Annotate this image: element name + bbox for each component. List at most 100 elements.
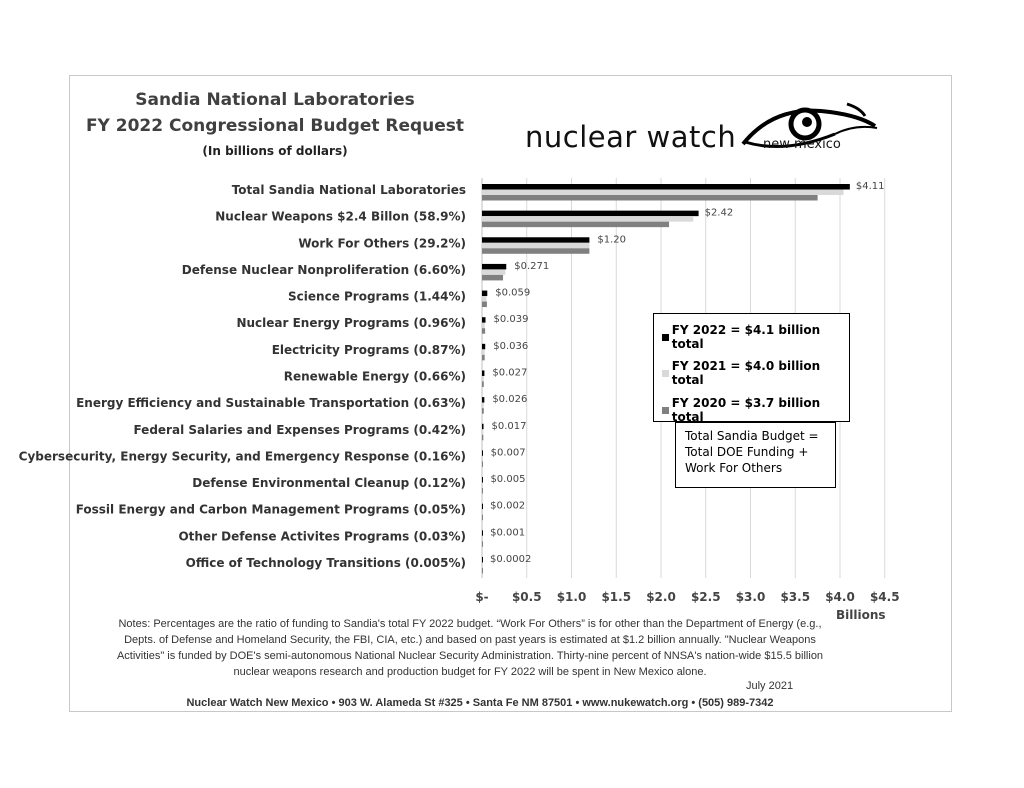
chart-subtitle: (In billions of dollars) — [202, 144, 348, 158]
legend-swatch — [662, 369, 669, 377]
category-label: Total Sandia National Laboratories — [232, 183, 466, 197]
bar-fy2021 — [482, 296, 487, 302]
data-label: $1.20 — [597, 234, 626, 245]
data-label: $0.002 — [490, 501, 525, 512]
bar-fy2022 — [482, 237, 590, 243]
bar-fy2020 — [482, 301, 487, 308]
bar-fy2021 — [482, 322, 485, 329]
bar-fy2020 — [482, 541, 483, 547]
data-label: $4.11 — [856, 181, 885, 192]
bar-fy2020 — [482, 434, 484, 441]
chart-title-line1: Sandia National Laboratories — [135, 90, 415, 110]
x-tick-label: $0.5 — [512, 590, 542, 604]
bar-fy2020 — [482, 328, 486, 334]
bar-fy2022 — [482, 184, 850, 190]
bar-fy2021 — [482, 509, 483, 515]
bar-fy2022 — [482, 477, 483, 483]
data-label: $0.0002 — [490, 554, 531, 565]
category-label: Cybersecurity, Energy Security, and Emer… — [19, 449, 466, 463]
bar-fy2022 — [482, 503, 483, 510]
x-tick-label: $1.5 — [601, 590, 631, 604]
bar-fy2021 — [482, 429, 484, 435]
bar-fy2021 — [482, 242, 590, 249]
bar-fy2020 — [482, 461, 483, 467]
eye-icon — [741, 102, 878, 148]
bar-fy2022 — [482, 263, 507, 270]
bar-fy2022 — [482, 317, 486, 323]
category-label: Defense Environmental Cleanup (0.12%) — [192, 476, 466, 490]
x-tick-label: $2.5 — [691, 590, 721, 604]
data-label: $0.039 — [493, 314, 528, 325]
bar-fy2021 — [482, 402, 484, 409]
bar-fy2022 — [482, 290, 488, 297]
bar-fy2020 — [482, 274, 504, 281]
data-label: $0.005 — [490, 474, 525, 485]
bar-fy2021 — [482, 482, 483, 489]
x-axis-label: Billions — [836, 608, 886, 622]
bar-fy2022 — [482, 423, 484, 430]
x-tick-label: $1.0 — [557, 590, 587, 604]
logo-subtext: new mexico — [763, 137, 841, 152]
textbox-line: Total DOE Funding + — [685, 445, 809, 459]
bar-fy2020 — [482, 248, 590, 254]
legend-item-fy2022: FY 2022 = $4.1 billion total — [662, 323, 849, 351]
bar-fy2021 — [482, 375, 484, 382]
category-label: Nuclear Weapons $2.4 Billon (58.9%) — [215, 210, 466, 224]
chart-frame — [69, 75, 952, 712]
notes: Notes: Percentages are the ratio of fund… — [116, 618, 824, 678]
bar-fy2020 — [482, 408, 484, 414]
category-label: Work For Others (29.2%) — [298, 236, 466, 250]
data-label: $0.007 — [491, 447, 526, 458]
category-label: Fossil Energy and Carbon Management Prog… — [76, 503, 466, 517]
category-label: Nuclear Energy Programs (0.96%) — [236, 316, 466, 330]
data-label: $0.036 — [493, 341, 528, 352]
bar-fy2021 — [482, 455, 483, 462]
bar-fy2022 — [482, 210, 699, 217]
bar-fy2020 — [482, 514, 483, 521]
chart-title-line2: FY 2022 Congressional Budget Request — [85, 116, 465, 136]
bar-fy2020 — [482, 381, 484, 387]
x-tick-label: $3.5 — [780, 590, 810, 604]
category-label: Renewable Energy (0.66%) — [284, 369, 466, 383]
x-tick-label: $4.0 — [825, 590, 855, 604]
data-label: $0.026 — [492, 394, 527, 405]
data-label: $0.271 — [514, 261, 549, 272]
data-label: $0.059 — [495, 288, 530, 299]
legend-label: FY 2021 = $4.0 billion total — [671, 359, 821, 387]
bar-fy2021 — [482, 216, 694, 222]
bar-fy2022 — [482, 343, 486, 350]
x-tick-label: $3.0 — [736, 590, 766, 604]
data-label: $2.42 — [705, 208, 734, 219]
category-label: Science Programs (1.44%) — [288, 290, 466, 304]
bar-fy2021 — [482, 189, 844, 195]
bar-fy2020 — [482, 221, 670, 228]
budget-explanation-box: Total Sandia Budget = Total DOE Funding … — [675, 422, 836, 488]
legend-item-fy2021: FY 2021 = $4.0 billion total — [662, 359, 849, 387]
bar-fy2021 — [482, 269, 506, 275]
legend-label: FY 2020 = $3.7 billion total — [671, 396, 821, 424]
category-label: Office of Technology Transitions (0.005%… — [186, 556, 466, 570]
x-tick-label: $2.0 — [646, 590, 676, 604]
x-tick-label: $- — [475, 590, 488, 604]
data-label: $0.001 — [490, 527, 525, 538]
x-tick-label: $4.5 — [870, 590, 900, 604]
bar-fy2022 — [482, 556, 483, 563]
date: July 2021 — [746, 680, 794, 692]
bar-fy2022 — [482, 450, 483, 456]
category-label: Federal Salaries and Expenses Programs (… — [133, 423, 466, 437]
data-label: $0.027 — [492, 367, 527, 378]
bar-fy2021 — [482, 535, 483, 542]
bar-fy2021 — [482, 349, 485, 355]
legend-swatch — [662, 333, 669, 341]
bar-fy2020 — [482, 195, 818, 201]
category-label: Electricity Programs (0.87%) — [272, 343, 466, 357]
bar-fy2022 — [482, 530, 483, 536]
bar-fy2020 — [482, 488, 483, 494]
bar-fy2020 — [482, 354, 485, 361]
category-label: Energy Efficiency and Sustainable Transp… — [76, 396, 466, 410]
bar-fy2022 — [482, 370, 485, 376]
data-label: $0.017 — [492, 421, 527, 432]
category-label: Defense Nuclear Nonproliferation (6.60%) — [182, 263, 466, 277]
textbox-line: Total Sandia Budget = — [685, 429, 819, 443]
